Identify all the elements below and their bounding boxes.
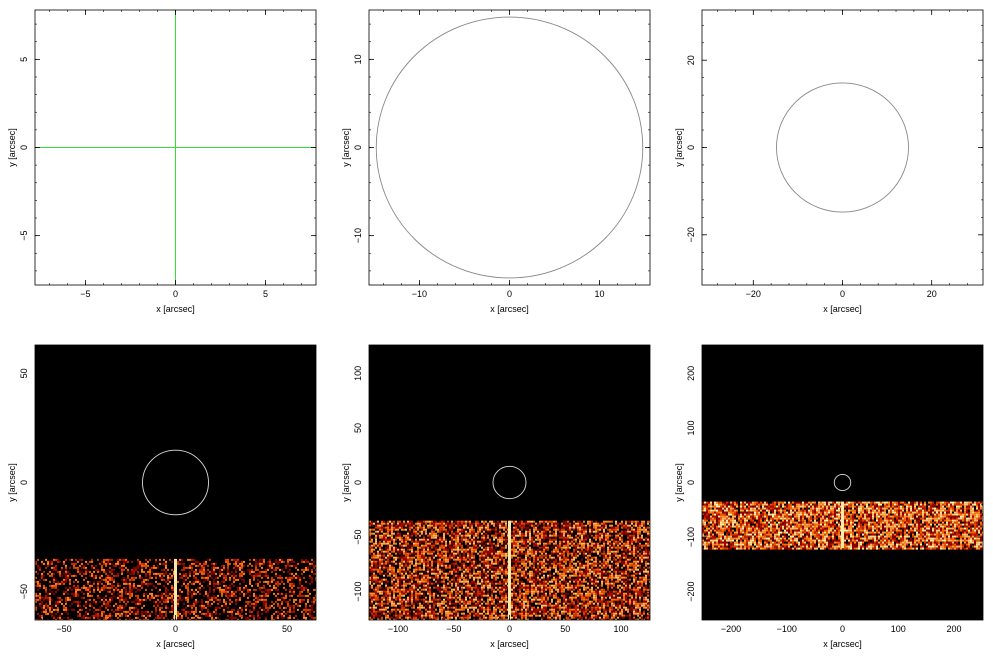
y-tick-label: −100 xyxy=(353,581,363,601)
x-tick-label: 50 xyxy=(560,624,570,634)
x-tick-label: 10 xyxy=(595,289,605,299)
x-tick-label: −5 xyxy=(80,289,90,299)
y-tick-label: 0 xyxy=(19,145,29,150)
y-tick-label: 100 xyxy=(353,366,363,381)
plot-content xyxy=(702,473,983,550)
x-tick-label: 0 xyxy=(840,624,845,634)
aperture-circle xyxy=(492,465,527,500)
y-tick-label: −50 xyxy=(19,584,29,599)
y-axis-label: y [arcsec] xyxy=(7,463,17,502)
emission-band xyxy=(35,558,316,620)
y-tick-label: −5 xyxy=(19,231,29,241)
x-axis-label: x [arcsec] xyxy=(156,304,195,314)
x-axis-label: x [arcsec] xyxy=(823,304,862,314)
panel-4: −50 0 50 −50 0 50 x [arcsec] y [arcsec] xyxy=(7,344,317,649)
panel-5: −100 −50 0 50 100 −100 −50 0 50 100 x [arcsec] y [a… xyxy=(341,344,651,649)
streak xyxy=(841,501,844,548)
x-tick-label: 0 xyxy=(173,624,178,634)
panel-1: −5 0 5 −5 0 5 x [arcsec] y [arcsec] xyxy=(7,9,317,314)
plot-content xyxy=(35,10,316,285)
x-tick-label: −100 xyxy=(388,624,408,634)
y-tick-label: 50 xyxy=(353,423,363,433)
x-axis-label: x [arcsec] xyxy=(490,639,529,649)
x-tick-label: 0 xyxy=(840,289,845,299)
y-axis-label: y [arcsec] xyxy=(341,463,351,502)
x-tick-label: 50 xyxy=(282,624,292,634)
x-tick-label: −20 xyxy=(746,289,761,299)
x-tick-label: −50 xyxy=(446,624,461,634)
x-tick-label: −10 xyxy=(412,289,427,299)
plot-area xyxy=(702,345,983,620)
panel-6: −200 −100 0 100 200 −200 −100 0 100 200 x [arcsec]… xyxy=(674,344,984,649)
plot-content xyxy=(369,465,650,620)
aperture-circle xyxy=(375,16,644,279)
y-tick-label: −200 xyxy=(686,581,696,601)
x-axis-label: x [arcsec] xyxy=(156,639,195,649)
emission-band xyxy=(369,520,650,620)
panel-2: −10 0 10 −10 0 10 x [arcsec] y [arcsec] xyxy=(341,9,651,314)
x-tick-label: 5 xyxy=(263,289,268,299)
x-tick-label: −50 xyxy=(56,624,71,634)
x-tick-label: 100 xyxy=(613,624,628,634)
y-tick-label: 0 xyxy=(686,145,696,150)
x-tick-label: 20 xyxy=(927,289,937,299)
y-tick-label: 20 xyxy=(686,55,696,65)
aperture-circle xyxy=(142,449,209,516)
y-tick-label: 5 xyxy=(19,57,29,62)
x-axis-label: x [arcsec] xyxy=(823,639,862,649)
x-tick-label: 200 xyxy=(946,624,961,634)
y-axis-label: y [arcsec] xyxy=(7,128,17,167)
y-tick-label: −10 xyxy=(353,228,363,243)
x-tick-label: −200 xyxy=(721,624,741,634)
y-tick-label: 0 xyxy=(353,145,363,150)
y-tick-label: 0 xyxy=(686,480,696,485)
y-tick-label: 0 xyxy=(353,480,363,485)
y-tick-label: 10 xyxy=(353,54,363,64)
plot-area xyxy=(369,10,650,285)
x-tick-label: 0 xyxy=(507,289,512,299)
emission-band xyxy=(702,501,983,550)
streak xyxy=(174,558,177,620)
plot-content xyxy=(375,16,644,279)
y-tick-label: 0 xyxy=(19,480,29,485)
streak xyxy=(508,520,511,620)
plot-content xyxy=(35,449,316,620)
x-tick-label: 100 xyxy=(891,624,906,634)
x-axis-label: x [arcsec] xyxy=(490,304,529,314)
y-tick-label: −100 xyxy=(686,527,696,547)
panel-3: −20 0 20 −20 0 20 x [arcsec] y [arcsec] xyxy=(674,9,984,314)
plot-content xyxy=(776,82,909,213)
y-tick-label: 100 xyxy=(686,420,696,435)
y-tick-label: 50 xyxy=(19,368,29,378)
plot-area xyxy=(702,10,983,285)
aperture-circle xyxy=(776,82,909,213)
y-tick-label: 200 xyxy=(686,366,696,381)
y-axis-label: y [arcsec] xyxy=(341,128,351,167)
aperture-circle xyxy=(833,473,852,492)
y-tick-label: −20 xyxy=(686,227,696,242)
y-tick-label: −50 xyxy=(353,529,363,544)
y-axis-label: y [arcsec] xyxy=(674,128,684,167)
y-axis-label: y [arcsec] xyxy=(674,463,684,502)
x-tick-label: 0 xyxy=(173,289,178,299)
x-tick-label: 0 xyxy=(507,624,512,634)
x-tick-label: −100 xyxy=(777,624,797,634)
